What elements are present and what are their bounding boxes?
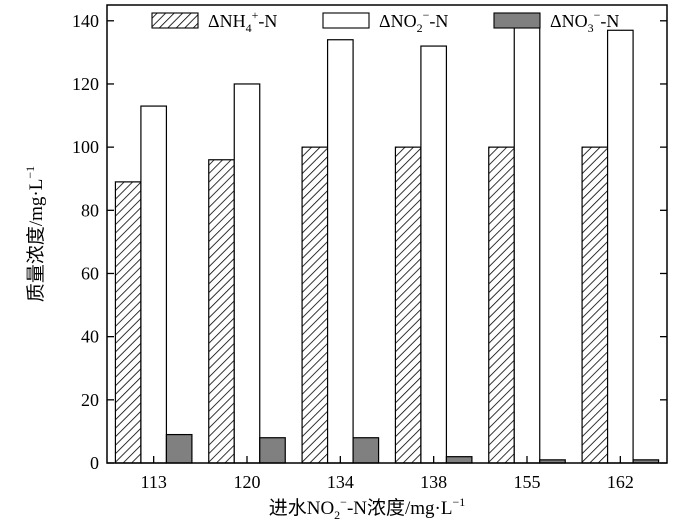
- legend: ΔNH4+-N ΔNO2−-N ΔNO3−-N: [151, 8, 619, 35]
- legend-label: ΔNO2−-N: [379, 8, 448, 35]
- y-axis-label: 质量浓度/mg·L−1: [23, 166, 47, 302]
- x-tick-label: 162: [607, 472, 634, 492]
- bar-white-120: [233, 83, 261, 464]
- legend-swatch: [151, 12, 199, 29]
- plot-frame: [106, 4, 668, 464]
- x-tick-label: 138: [420, 472, 447, 492]
- bar-hatch-120: [208, 159, 235, 464]
- y-tick-label: 80: [81, 200, 99, 220]
- y-tick-label: 60: [81, 263, 99, 283]
- bar-white-162: [606, 29, 634, 464]
- y-tick-label: 20: [81, 390, 99, 410]
- legend-swatch: [493, 12, 541, 29]
- y-tick-label: 120: [72, 74, 99, 94]
- bar-white-138: [420, 45, 448, 464]
- x-tick-label: 155: [514, 472, 541, 492]
- legend-swatch: [322, 12, 370, 29]
- x-tick-label: 134: [327, 472, 354, 492]
- bar-white-134: [326, 39, 354, 464]
- bar-white-155: [513, 23, 541, 464]
- bar-gray-120: [259, 437, 286, 464]
- bar-gray-138: [445, 456, 473, 464]
- bar-gray-134: [352, 437, 380, 464]
- legend-label: ΔNH4+-N: [208, 8, 277, 35]
- x-tick-label: 120: [234, 472, 261, 492]
- legend-label: ΔNO3−-N: [550, 8, 619, 35]
- bar-hatch-134: [301, 146, 329, 464]
- y-tick-label: 40: [81, 327, 99, 347]
- y-tick-label: 0: [90, 453, 99, 473]
- bar-white-113: [140, 105, 168, 464]
- bar-hatch-138: [394, 146, 422, 464]
- bar-hatch-162: [581, 146, 609, 464]
- y-tick-label: 140: [72, 11, 99, 31]
- bars-layer: [114, 23, 660, 464]
- x-axis-label: 进水NO2−-N浓度/mg·L−1: [269, 495, 466, 522]
- x-tick-label: 113: [140, 472, 166, 492]
- y-tick-label: 100: [72, 137, 99, 157]
- bar-hatch-113: [114, 181, 142, 464]
- x-axis: 113 120 134 138 155 162: [140, 456, 634, 492]
- bar-hatch-155: [488, 146, 515, 464]
- y-axis: 0 20 40 60 80 100 120 140: [72, 11, 667, 473]
- bar-gray-113: [165, 433, 193, 464]
